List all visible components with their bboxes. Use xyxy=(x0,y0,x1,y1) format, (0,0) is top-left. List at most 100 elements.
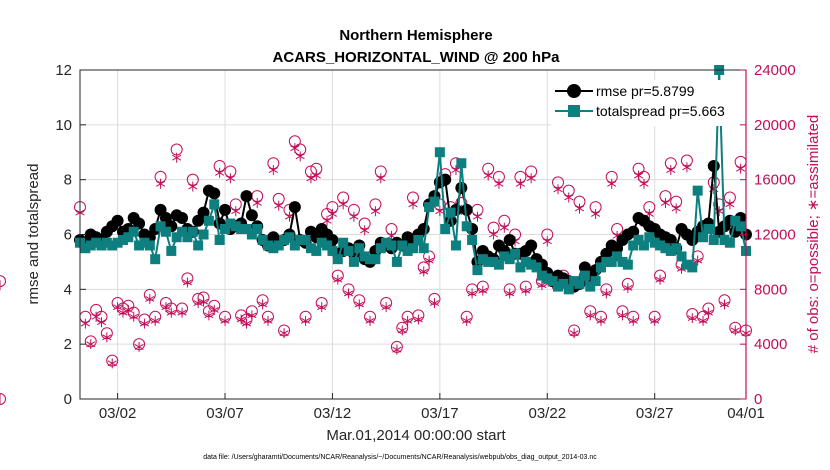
totalspread-point xyxy=(612,251,623,262)
totalspread-point xyxy=(558,278,569,289)
rmse-point xyxy=(460,203,473,216)
obs-assimilated-point xyxy=(263,315,273,326)
totalspread-point xyxy=(262,240,273,251)
obs-assimilated-point xyxy=(494,178,504,189)
totalspread-point xyxy=(300,234,311,245)
obs-assimilated-point xyxy=(182,277,192,288)
obs-assimilated-point xyxy=(193,298,203,309)
obs-assimilated-point xyxy=(290,143,300,154)
y-tick-label: 10 xyxy=(55,117,72,134)
x-tick-label: 03/12 xyxy=(314,405,352,422)
totalspread-point xyxy=(515,262,526,273)
totalspread-point xyxy=(96,240,107,251)
totalspread-point xyxy=(252,224,263,235)
totalspread-point xyxy=(440,224,451,235)
obs-assimilated-point xyxy=(483,170,493,181)
totalspread-point xyxy=(128,226,139,237)
obs-assimilated-point xyxy=(628,315,638,326)
obs-assimilated-point xyxy=(80,318,90,329)
obs-assimilated-point xyxy=(478,285,488,296)
obs-assimilated-point xyxy=(301,315,311,326)
obs-assimilated-point xyxy=(188,181,198,192)
rmse-point xyxy=(219,203,232,216)
obs-assimilated-point xyxy=(155,178,166,189)
obs-assimilated-point xyxy=(198,296,209,307)
totalspread-point xyxy=(160,226,171,237)
obs-assimilated-point xyxy=(204,310,214,321)
obs-assimilated-point xyxy=(215,167,225,178)
obs-assimilated-point xyxy=(703,307,713,318)
totalspread-point xyxy=(230,221,241,232)
y-right-tick-label: 12000 xyxy=(754,227,796,244)
rmse-point xyxy=(503,233,516,246)
totalspread-point xyxy=(671,243,682,254)
totalspread-point xyxy=(365,254,376,265)
obs-assimilated-point xyxy=(596,315,606,326)
obs-assimilated-point xyxy=(623,282,633,293)
totalspread-point xyxy=(719,234,730,245)
ticks-layer: 03/02 03/07 03/12 03/17 03/22 03/27 04/0102468… xyxy=(55,62,795,422)
totalspread-point xyxy=(397,240,408,251)
obs-assimilated-point xyxy=(145,293,155,304)
y-right-tick-label: 0 xyxy=(754,391,762,408)
totalspread-point xyxy=(724,237,735,248)
obs-assimilated-point xyxy=(381,302,391,313)
rmse-point xyxy=(208,187,221,200)
totalspread-point xyxy=(504,254,515,265)
totalspread-point xyxy=(391,256,402,267)
obs-assimilated-point xyxy=(225,173,235,184)
y-tick-label: 4 xyxy=(64,281,72,298)
obs-assimilated-point xyxy=(467,288,477,299)
totalspread-point xyxy=(359,251,370,262)
totalspread-point xyxy=(590,276,601,287)
obs-assimilated-point xyxy=(537,280,547,291)
totalspread-point xyxy=(585,281,596,292)
totalspread-point xyxy=(316,237,327,248)
y-tick-label: 2 xyxy=(64,336,72,353)
totalspread-point xyxy=(155,221,166,232)
totalspread-point xyxy=(348,256,359,267)
obs-assimilated-point xyxy=(360,225,370,236)
y-right-tick-label: 4000 xyxy=(754,336,787,353)
rmse-point xyxy=(240,190,253,203)
totalspread-point xyxy=(510,248,521,259)
footer-data-file: data file: /Users/gharamti/Documents/NCA… xyxy=(203,454,597,461)
totalspread-point xyxy=(644,232,655,243)
totalspread-point xyxy=(542,273,553,284)
obs-assimilated-point xyxy=(252,197,262,208)
obs-assimilated-point xyxy=(413,314,423,325)
totalspread-point xyxy=(547,276,558,287)
obs-assimilated-point xyxy=(268,165,278,176)
totalspread-point xyxy=(257,234,268,245)
totalspread-point xyxy=(117,234,128,245)
totalspread-point xyxy=(424,202,435,213)
obs-assimilated-point xyxy=(392,344,402,355)
obs-assimilated-point xyxy=(172,152,182,163)
obs-assimilated-point xyxy=(129,311,139,322)
obs-assimilated-point xyxy=(435,206,445,217)
totalspread-point xyxy=(402,245,413,256)
obs-assimilated-point xyxy=(311,170,321,181)
obs-assimilated-point xyxy=(650,315,660,326)
totalspread-point xyxy=(622,259,633,270)
rmse-point xyxy=(525,239,538,252)
obs-assimilated-point xyxy=(102,332,112,343)
obs-assimilated-point xyxy=(317,302,327,313)
totalspread-point xyxy=(617,256,628,267)
obs-assimilated-point xyxy=(526,173,536,184)
obs-assimilated-point xyxy=(107,358,117,369)
obs-assimilated-point xyxy=(123,304,133,315)
rmse-point xyxy=(111,214,124,227)
totalspread-point xyxy=(177,226,188,237)
obs-assimilated-point xyxy=(585,310,595,321)
totalspread-point xyxy=(338,237,349,248)
totalspread-point xyxy=(209,199,220,210)
obs-assimilated-point xyxy=(617,310,628,321)
totalspread-point xyxy=(698,232,709,243)
series-layer xyxy=(74,65,752,295)
totalspread-point xyxy=(236,224,247,235)
legend-rmse-label: rmse pr=5.8799 xyxy=(596,83,695,99)
totalspread-point xyxy=(182,232,193,243)
totalspread-point xyxy=(418,243,429,254)
rmse-point xyxy=(176,212,189,225)
